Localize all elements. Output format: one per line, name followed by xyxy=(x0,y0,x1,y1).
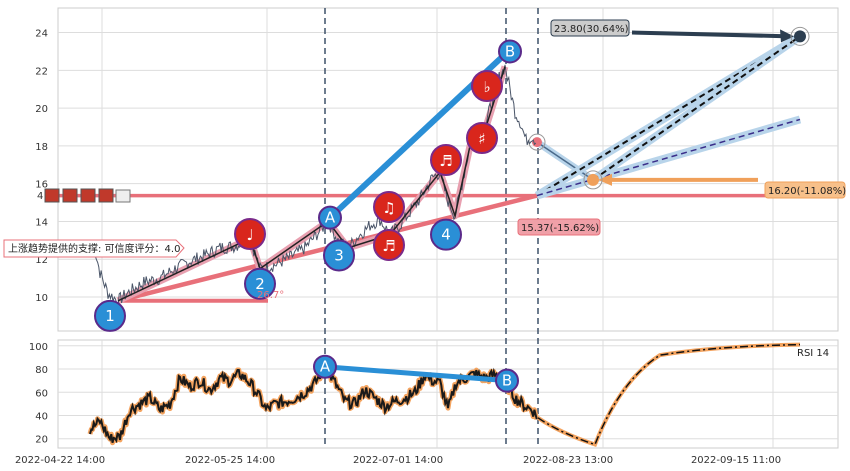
projection-dashed-up xyxy=(536,35,801,197)
wave-label-2: 2 xyxy=(255,275,265,293)
grid xyxy=(58,8,838,448)
rsi-ab-line xyxy=(324,364,508,384)
rsi-legend-label: RSI 14 xyxy=(797,348,829,359)
rsi-y-tick-label: 80 xyxy=(35,365,48,376)
projection-label-bg xyxy=(550,19,630,37)
wave-label-B: B xyxy=(505,42,515,60)
note-marker-label: ♭ xyxy=(483,78,490,96)
projection-label: 23.80(30.64%) xyxy=(554,24,629,35)
rsi-y-tick-label: 100 xyxy=(29,342,48,353)
legend-row-label: 4 xyxy=(37,191,43,202)
legend-badge xyxy=(62,188,78,203)
wave-circle-B xyxy=(498,39,522,64)
wave-markers xyxy=(94,39,522,393)
wave-label-4: 4 xyxy=(441,226,451,244)
note-marker xyxy=(430,144,462,176)
note-marker xyxy=(466,122,498,154)
y-tick-label: 22 xyxy=(35,66,48,77)
support-tag-bg xyxy=(3,239,185,258)
legend-badge-light xyxy=(115,189,131,203)
rsi-wave-label-A: A xyxy=(320,358,331,376)
support-label-tag: 上涨趋势提供的支撑: 可信度评分：4.0 xyxy=(3,239,185,258)
target-arrow-up xyxy=(631,30,791,39)
note-marker xyxy=(234,218,266,250)
rsi-y-tick-label: 40 xyxy=(35,411,48,422)
wave-label-3: 3 xyxy=(334,246,344,264)
projection-label: 15.37(-15.62%) xyxy=(521,223,599,234)
rsi-panel xyxy=(57,339,839,449)
wave-circle-1 xyxy=(94,299,126,332)
note-marker xyxy=(373,191,405,223)
x-tick-label: 2022-04-22 14:00 xyxy=(15,455,105,466)
rsi-y-tick-label: 20 xyxy=(35,435,48,446)
projection-line xyxy=(536,141,594,181)
legend-badges: 4 xyxy=(37,188,131,203)
projection-label: 16.20(-11.08%) xyxy=(768,186,846,197)
price-line xyxy=(92,64,537,309)
y-tick-label: 12 xyxy=(35,255,48,266)
y-tick-label: 18 xyxy=(35,142,48,153)
rsi-series xyxy=(87,342,801,448)
target-dot xyxy=(587,173,599,186)
x-tick-label: 2022-07-01 14:00 xyxy=(353,455,443,466)
projection-dashed-mid xyxy=(536,118,801,197)
wave-label-1: 1 xyxy=(105,307,115,325)
price-y-ticks: 10 12 14 16 18 20 22 24 xyxy=(35,29,48,304)
legend-badge xyxy=(44,188,60,203)
target-dot xyxy=(794,30,806,43)
target-ring xyxy=(790,26,810,46)
y-tick-label: 16 xyxy=(35,180,48,191)
note-marker xyxy=(471,70,503,102)
x-tick-label: 2022-05-25 14:00 xyxy=(185,455,275,466)
wave-circle-2 xyxy=(244,267,276,300)
x-ticks: 2022-04-22 14:00 2022-05-25 14:00 2022-07-… xyxy=(15,455,781,466)
note-marker-label: ♬ xyxy=(382,237,395,255)
wave-circle-4 xyxy=(430,218,462,251)
wave-circle-A xyxy=(318,205,342,230)
note-marker-label: ♩ xyxy=(246,226,253,244)
y-tick-label: 24 xyxy=(35,29,48,40)
projection-label-bg xyxy=(764,181,846,199)
note-marker-label: ♬ xyxy=(439,152,452,170)
angle-label: 26.7° xyxy=(257,290,284,301)
note-marker-label: ♯ xyxy=(478,130,485,148)
note-marker xyxy=(373,229,405,261)
projection-label-bg xyxy=(517,218,601,236)
note-marker-label: ♫ xyxy=(382,199,395,217)
rsi-y-ticks: 20 40 60 80 100 xyxy=(29,342,48,446)
target-arrowhead-down xyxy=(598,173,612,186)
x-tick-label: 2022-09-15 11:00 xyxy=(691,455,781,466)
support-label-text: 上涨趋势提供的支撑: 可信度评分：4.0 xyxy=(8,242,180,255)
legend-badge xyxy=(80,188,96,203)
legend-badge xyxy=(98,188,114,203)
rsi-wave-circle-B xyxy=(495,368,519,393)
wave-circle-3 xyxy=(323,239,355,272)
y-tick-label: 20 xyxy=(35,104,48,115)
rsi-wave-circle-A xyxy=(313,354,337,379)
target-arrowhead-up xyxy=(780,29,794,43)
rsi-wave-label-B: B xyxy=(502,372,512,390)
rsi-projection xyxy=(537,343,801,446)
wave-label-A: A xyxy=(325,209,336,227)
y-tick-label: 14 xyxy=(35,217,48,228)
y-tick-label: 10 xyxy=(35,293,48,304)
target-ring xyxy=(583,170,603,190)
rsi-y-tick-label: 60 xyxy=(35,388,48,399)
x-tick-label: 2022-08-23 13:00 xyxy=(523,455,613,466)
projection-dashed-target xyxy=(592,35,801,181)
